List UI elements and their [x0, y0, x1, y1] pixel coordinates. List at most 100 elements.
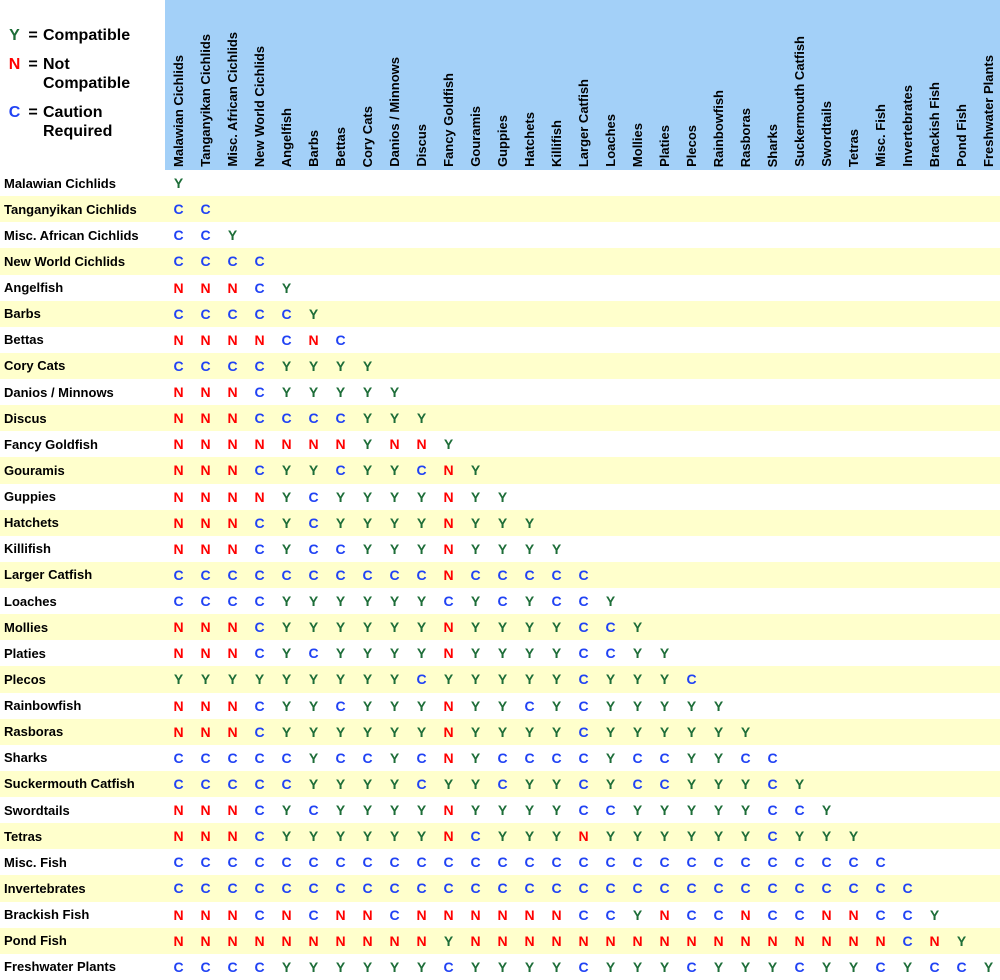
matrix-cell: C — [362, 854, 373, 871]
matrix-cell: Y — [713, 958, 724, 975]
matrix-cell: Y — [389, 488, 400, 505]
matrix-cell: C — [227, 775, 238, 792]
matrix-cell: Y — [794, 775, 805, 792]
matrix-cell: N — [443, 802, 454, 819]
matrix-cell: N — [281, 906, 292, 923]
column-header-label: Loaches — [603, 114, 618, 167]
column-header-label: Discus — [414, 124, 429, 167]
matrix-cell: Y — [794, 828, 805, 845]
matrix-cell: Y — [281, 540, 292, 557]
matrix-cell: C — [551, 749, 562, 766]
header-band: Y = Compatible N = Not Compatible C = Ca… — [0, 0, 1000, 170]
matrix-row: Larger Catfish C C C C C C C C C C N C C C C C — [0, 561, 1000, 588]
matrix-cell: N — [200, 802, 211, 819]
matrix-cell: N — [551, 932, 562, 949]
matrix-cell: Y — [335, 357, 346, 374]
matrix-cell: N — [335, 932, 346, 949]
legend-symbol-c: C — [8, 103, 21, 121]
matrix-cell: C — [686, 958, 697, 975]
matrix-cell: C — [794, 958, 805, 975]
matrix-cell: C — [416, 880, 427, 897]
matrix-cell: N — [416, 906, 427, 923]
matrix-cell: C — [254, 749, 265, 766]
row-label: Rainbowfish — [4, 698, 82, 714]
matrix-cell: Y — [308, 593, 319, 610]
matrix-cell: Y — [389, 802, 400, 819]
matrix-cell: Y — [281, 462, 292, 479]
matrix-cell: Y — [605, 828, 616, 845]
matrix-cell: N — [200, 828, 211, 845]
matrix-cell: Y — [659, 723, 670, 740]
matrix-cell: C — [443, 880, 454, 897]
legend-symbol-n: N — [8, 55, 21, 73]
row-label: Discus — [4, 410, 47, 426]
matrix-cell: C — [254, 619, 265, 636]
matrix-cell: C — [524, 880, 535, 897]
legend-symbol-y: Y — [9, 27, 20, 44]
matrix-cell: Y — [740, 775, 751, 792]
column-header: Rainbowfish — [705, 0, 732, 170]
matrix-cell: Y — [767, 958, 778, 975]
matrix-cell: C — [632, 880, 643, 897]
row-label: Rasboras — [4, 724, 64, 740]
matrix-cell: N — [200, 331, 211, 348]
matrix-cell: Y — [605, 775, 616, 792]
row-label: Tanganyikan Cichlids — [4, 201, 137, 217]
matrix-cell: C — [416, 854, 427, 871]
matrix-cell: Y — [362, 410, 373, 427]
matrix-cell: Y — [362, 958, 373, 975]
matrix-cell: Y — [821, 828, 832, 845]
matrix-cell: Y — [308, 619, 319, 636]
matrix-cell: C — [200, 775, 211, 792]
matrix-cell: Y — [524, 802, 535, 819]
matrix-cell: C — [686, 671, 697, 688]
matrix-cell: N — [632, 932, 643, 949]
matrix-cell: C — [173, 958, 184, 975]
matrix-cell: Y — [470, 619, 481, 636]
matrix-cell: C — [173, 593, 184, 610]
column-header: Cory Cats — [354, 0, 381, 170]
matrix-cell: C — [470, 828, 481, 845]
matrix-cell: Y — [335, 723, 346, 740]
matrix-cell: Y — [335, 619, 346, 636]
matrix-cell: Y — [362, 436, 373, 453]
matrix-cell: N — [173, 384, 184, 401]
matrix-cell: Y — [686, 749, 697, 766]
matrix-cell: Y — [740, 958, 751, 975]
column-header-label: Larger Catfish — [576, 78, 591, 167]
matrix-row: New World Cichlids C C C C — [0, 248, 1000, 275]
matrix-cell: N — [929, 932, 940, 949]
matrix-row: Platies N N N C Y C Y Y Y Y N Y Y Y Y C C Y Y — [0, 640, 1000, 667]
matrix-cell: Y — [281, 828, 292, 845]
matrix-row: Killifish N N N C Y C C Y Y Y N Y Y Y Y — [0, 535, 1000, 562]
matrix-cell: Y — [659, 645, 670, 662]
matrix-cell: C — [767, 802, 778, 819]
matrix-cell: N — [254, 932, 265, 949]
column-header: Tetras — [840, 0, 867, 170]
matrix-cell: Y — [281, 802, 292, 819]
matrix-cell: Y — [416, 488, 427, 505]
matrix-cell: N — [200, 279, 211, 296]
row-label: Bettas — [4, 332, 44, 348]
matrix-cell: N — [173, 697, 184, 714]
column-header: Mollies — [624, 0, 651, 170]
matrix-cell: C — [308, 854, 319, 871]
matrix-cell: C — [389, 880, 400, 897]
matrix-cell: Y — [713, 775, 724, 792]
matrix-cell: N — [200, 697, 211, 714]
matrix-cell: C — [713, 906, 724, 923]
matrix-cell: N — [308, 932, 319, 949]
matrix-cell: C — [767, 749, 778, 766]
matrix-cell: Y — [497, 671, 508, 688]
row-label: Angelfish — [4, 280, 64, 296]
matrix-cell: N — [443, 540, 454, 557]
matrix-row: Angelfish N N N C Y — [0, 274, 1000, 301]
matrix-cell: C — [902, 906, 913, 923]
column-header-label: Freshwater Plants — [981, 55, 996, 167]
matrix-cell: C — [659, 880, 670, 897]
matrix-cell: Y — [362, 514, 373, 531]
matrix-cell: Y — [389, 749, 400, 766]
matrix-cell: Y — [659, 828, 670, 845]
matrix-cell: Y — [470, 540, 481, 557]
matrix-cell: C — [254, 357, 265, 374]
